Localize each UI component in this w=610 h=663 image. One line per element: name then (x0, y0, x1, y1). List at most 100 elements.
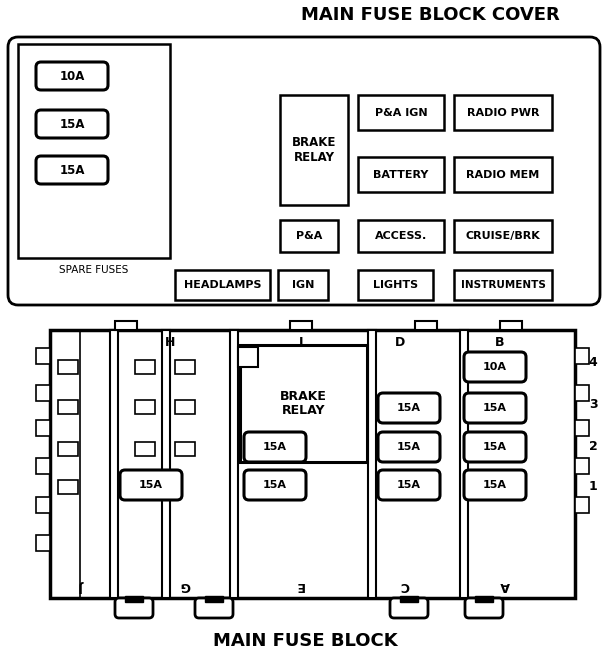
Bar (382, 442, 402, 456)
FancyBboxPatch shape (378, 470, 440, 500)
Text: RADIO MEM: RADIO MEM (467, 170, 540, 180)
Text: 15A: 15A (483, 442, 507, 452)
Text: 15A: 15A (397, 442, 421, 452)
Bar (358, 157, 444, 192)
Text: 4: 4 (589, 355, 597, 369)
FancyBboxPatch shape (464, 470, 526, 500)
Text: RADIO PWR: RADIO PWR (467, 107, 539, 117)
FancyBboxPatch shape (120, 470, 182, 500)
Text: P&A: P&A (296, 231, 322, 241)
FancyBboxPatch shape (36, 62, 108, 90)
FancyBboxPatch shape (464, 352, 526, 382)
Text: 15A: 15A (483, 480, 507, 490)
Bar (358, 220, 444, 252)
Bar (290, 321, 312, 330)
Bar (575, 497, 589, 513)
Bar (500, 321, 522, 330)
Text: E: E (296, 579, 304, 593)
Bar (175, 442, 195, 456)
Bar (358, 270, 433, 300)
Text: 15A: 15A (483, 403, 507, 413)
Text: MAIN FUSE BLOCK: MAIN FUSE BLOCK (213, 632, 397, 650)
FancyBboxPatch shape (464, 432, 526, 462)
Text: 15A: 15A (397, 403, 421, 413)
Text: L: L (299, 335, 307, 349)
Text: LIGHTS: LIGHTS (373, 280, 418, 290)
Bar (135, 442, 155, 456)
Bar (472, 442, 492, 456)
Bar (125, 596, 143, 602)
Text: 1: 1 (589, 481, 597, 493)
Text: P&A IGN: P&A IGN (375, 107, 428, 117)
Bar (162, 330, 170, 598)
Bar (460, 330, 468, 598)
Bar (230, 330, 238, 598)
Bar (135, 360, 155, 374)
Bar (454, 157, 552, 192)
Bar (18, 44, 170, 258)
FancyBboxPatch shape (464, 393, 526, 423)
Bar (58, 480, 78, 494)
FancyBboxPatch shape (378, 393, 440, 423)
Bar (36, 535, 50, 551)
Text: HEADLAMPS: HEADLAMPS (184, 280, 261, 290)
FancyBboxPatch shape (115, 598, 153, 618)
Bar (575, 420, 589, 436)
Text: BATTERY: BATTERY (373, 170, 429, 180)
Bar (36, 420, 50, 436)
Text: 15A: 15A (59, 164, 85, 176)
Bar (50, 330, 575, 598)
Bar (454, 220, 552, 252)
Bar (58, 442, 78, 456)
Bar (472, 400, 492, 414)
Bar (205, 596, 223, 602)
FancyBboxPatch shape (378, 432, 440, 462)
Text: A: A (500, 579, 510, 593)
Text: D: D (395, 335, 405, 349)
FancyBboxPatch shape (244, 432, 306, 462)
Text: SPARE FUSES: SPARE FUSES (59, 265, 129, 275)
Text: 15A: 15A (397, 480, 421, 490)
Text: 15A: 15A (59, 117, 85, 131)
Text: H: H (165, 335, 175, 349)
FancyBboxPatch shape (390, 598, 428, 618)
Text: 10A: 10A (483, 362, 507, 372)
Text: 3: 3 (589, 398, 597, 412)
Bar (415, 321, 437, 330)
Text: BRAKE
RELAY: BRAKE RELAY (280, 389, 327, 418)
Bar (575, 458, 589, 474)
Text: B: B (495, 335, 504, 349)
Text: 15A: 15A (263, 480, 287, 490)
Bar (278, 270, 328, 300)
Bar (36, 497, 50, 513)
FancyBboxPatch shape (244, 470, 306, 500)
Bar (475, 596, 493, 602)
FancyBboxPatch shape (195, 598, 233, 618)
Text: 15A: 15A (139, 480, 163, 490)
Bar (358, 95, 444, 130)
Text: MAIN FUSE BLOCK COVER: MAIN FUSE BLOCK COVER (301, 6, 559, 24)
FancyBboxPatch shape (8, 37, 600, 305)
Bar (454, 95, 552, 130)
Bar (36, 458, 50, 474)
Bar (175, 360, 195, 374)
Text: IGN: IGN (292, 280, 314, 290)
Bar (58, 360, 78, 374)
Bar (240, 345, 367, 462)
Bar (454, 270, 552, 300)
Text: 10A: 10A (59, 70, 85, 82)
Bar (382, 400, 402, 414)
Text: INSTRUMENTS: INSTRUMENTS (461, 280, 545, 290)
FancyBboxPatch shape (36, 156, 108, 184)
Text: G: G (180, 579, 190, 593)
Text: ACCESS.: ACCESS. (375, 231, 427, 241)
Bar (58, 400, 78, 414)
Bar (280, 220, 338, 252)
Text: 15A: 15A (263, 442, 287, 452)
Bar (115, 321, 137, 330)
FancyBboxPatch shape (465, 598, 503, 618)
Bar (110, 330, 118, 598)
Bar (135, 400, 155, 414)
Text: J: J (80, 579, 84, 593)
Bar (36, 385, 50, 401)
